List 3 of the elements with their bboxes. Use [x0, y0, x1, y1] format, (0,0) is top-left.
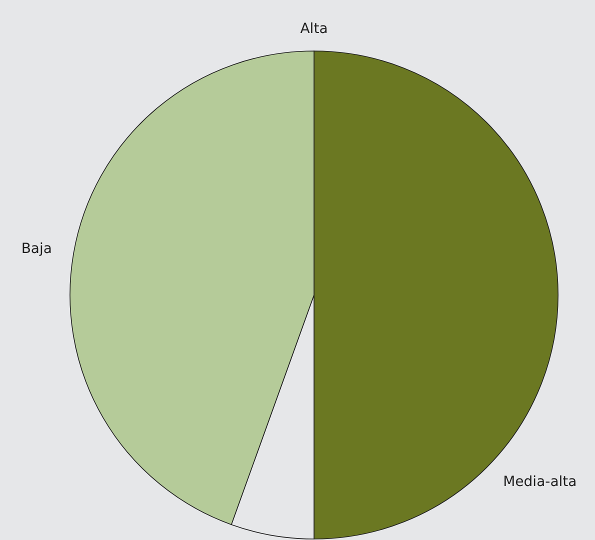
category-label: Alta: [300, 20, 328, 37]
slice-label: Baja: [21, 241, 52, 258]
slice-label: Media-alta: [503, 474, 577, 490]
